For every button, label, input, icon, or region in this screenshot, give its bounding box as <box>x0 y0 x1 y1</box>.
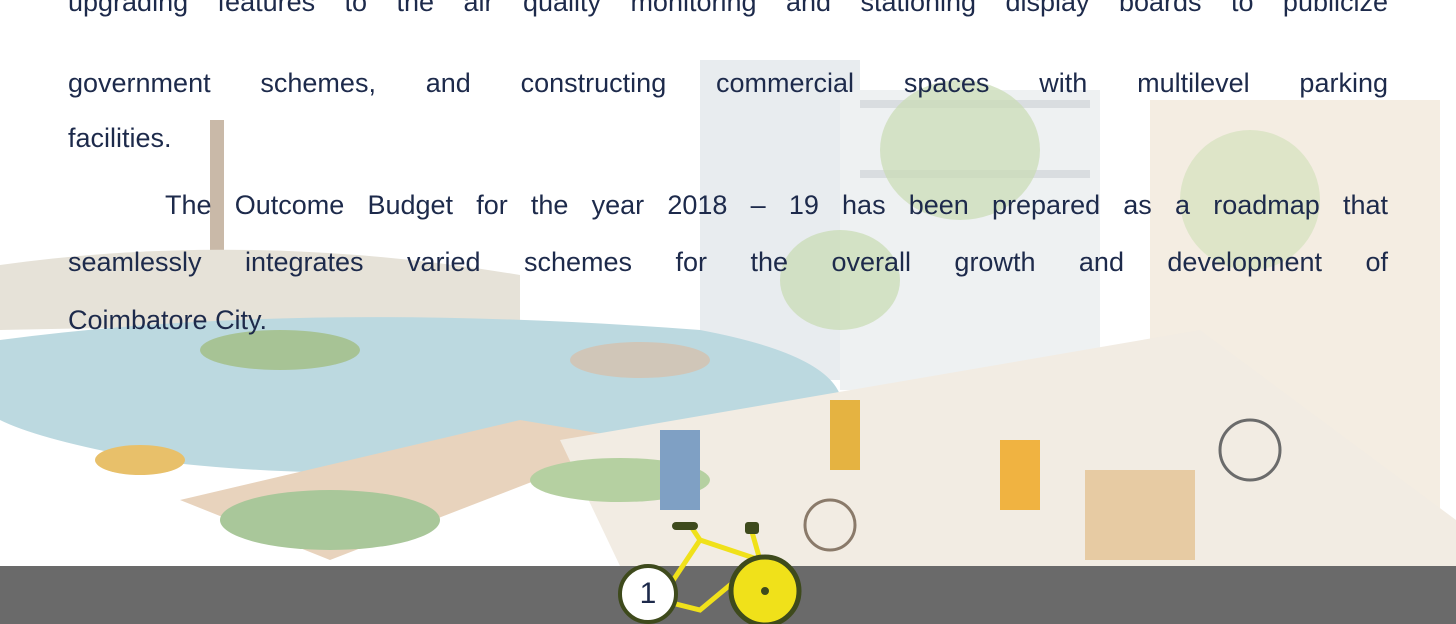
footer-icon: 1 <box>0 0 1456 624</box>
page: upgrading features to the air quality mo… <box>0 0 1456 624</box>
page-number: 1 <box>640 577 657 610</box>
